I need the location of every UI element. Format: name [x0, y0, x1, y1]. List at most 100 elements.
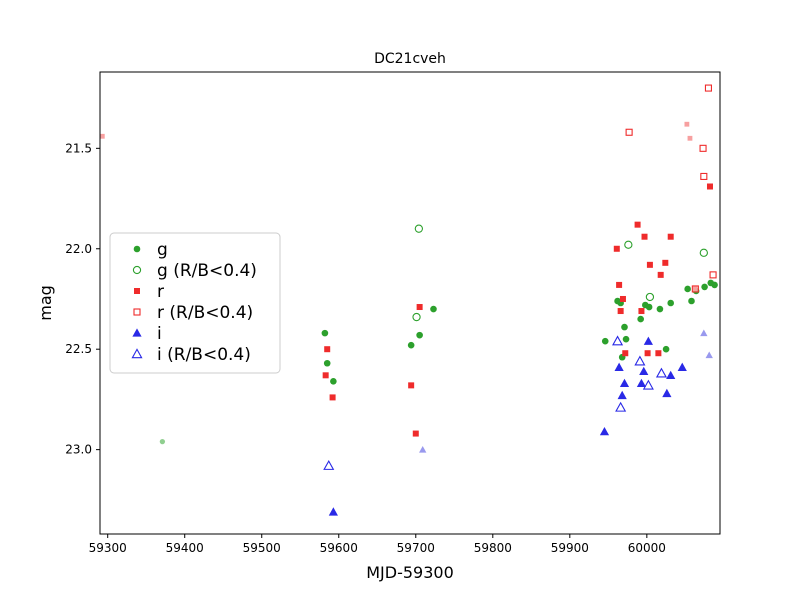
circle-point: [637, 315, 644, 323]
legend-label: r (R/B<0.4): [157, 303, 253, 323]
square-point: [324, 346, 331, 353]
circle-series-1: [412, 224, 708, 322]
legend-box: [109, 232, 281, 374]
square-point: [655, 350, 662, 357]
circle-point: [645, 303, 653, 311]
triangle-point: [612, 335, 624, 346]
square-point: [644, 350, 651, 357]
square-point: [691, 285, 699, 293]
legend-marker: [132, 265, 142, 275]
square-point: [662, 259, 669, 266]
x-tick-label: 59700: [397, 541, 435, 555]
circle-point: [711, 281, 718, 289]
square-point: [408, 382, 415, 389]
square-point: [613, 245, 620, 252]
triangle-point: [617, 390, 627, 400]
triangle-point: [666, 370, 676, 379]
faded-square-point: [692, 286, 698, 292]
square-point: [619, 295, 626, 302]
square-point: [699, 144, 707, 152]
circle-point: [667, 299, 675, 307]
legend: gg (R/B<0.4)rr (R/B<0.4)ii (R/B<0.4): [109, 232, 281, 374]
faded-square-point: [684, 121, 690, 127]
faded-square-series-7: [99, 121, 698, 292]
y-axis: 21.5 22.0 22.5 23.0: [65, 141, 100, 457]
triangle-point: [677, 362, 687, 371]
x-axis-label: MJD-59300: [366, 563, 454, 582]
circle-point: [656, 305, 664, 313]
circle-point: [622, 335, 630, 343]
square-point: [622, 350, 629, 357]
square-point: [704, 84, 712, 92]
triangle-point: [599, 426, 610, 436]
circle-point: [699, 248, 708, 257]
triangle-point: [634, 355, 646, 366]
square-point: [416, 304, 423, 311]
legend-label: g (R/B<0.4): [157, 261, 257, 281]
square-point: [646, 261, 653, 268]
circle-point: [621, 323, 628, 331]
triangle-point: [662, 388, 672, 398]
square-point: [412, 430, 419, 437]
faded-square-point: [99, 133, 105, 139]
y-axis-label: mag: [36, 285, 55, 321]
circle-point: [688, 297, 695, 305]
legend-label: g: [157, 240, 168, 260]
square-point: [706, 183, 713, 190]
x-tick-label: 59900: [551, 541, 589, 555]
circle-point: [430, 305, 437, 313]
square-point: [709, 271, 717, 279]
square-point: [322, 372, 329, 379]
circle-point: [330, 378, 337, 385]
circle-point: [414, 224, 424, 233]
faded-triangle-point: [705, 351, 713, 359]
circle-point: [684, 285, 691, 293]
square-series-3: [625, 84, 717, 293]
square-point: [667, 233, 674, 240]
square-point: [616, 281, 623, 288]
axes-frame: [99, 71, 721, 535]
x-tick-label: 60000: [628, 541, 666, 555]
circle-point: [407, 341, 415, 349]
legend-marker: [131, 348, 143, 359]
legend-marker: [132, 328, 142, 337]
x-tick-label: 59300: [89, 541, 127, 555]
x-tick-label: 59500: [243, 541, 281, 555]
triangle-point: [323, 459, 335, 470]
square-point: [638, 308, 645, 315]
square-point: [657, 271, 664, 278]
chart-title: DC21cveh: [374, 51, 446, 67]
plot-area: [99, 84, 718, 516]
legend-label: i: [157, 324, 162, 344]
square-point: [641, 233, 648, 240]
faded-circle-point: [159, 438, 166, 445]
circle-point: [323, 359, 331, 367]
y-tick-label: 22.0: [65, 242, 92, 256]
faded-triangle-point: [419, 445, 427, 453]
x-tick-label: 59600: [320, 541, 358, 555]
triangle-point: [636, 378, 647, 388]
circle-point: [701, 283, 708, 291]
circle-point: [412, 312, 421, 322]
legend-label: r: [157, 282, 164, 302]
legend-marker: [133, 308, 141, 316]
triangle-point: [328, 507, 338, 516]
legend-marker: [133, 245, 141, 253]
y-tick-label: 23.0: [65, 443, 92, 457]
square-point: [634, 221, 641, 228]
circle-point: [416, 331, 423, 339]
x-axis: 59300 59400 59500 59600 59700 59800 59900 60000: [89, 534, 666, 555]
circle-point: [645, 292, 655, 302]
triangle-point: [639, 366, 649, 375]
triangle-series-4: [328, 336, 687, 516]
triangle-point: [643, 336, 653, 345]
triangle-point: [615, 401, 627, 412]
square-point: [329, 394, 336, 401]
y-tick-label: 21.5: [65, 141, 92, 155]
y-tick-label: 22.5: [65, 342, 92, 356]
triangle-point: [655, 367, 668, 378]
faded-square-point: [687, 135, 693, 141]
circle-series-0: [321, 279, 718, 385]
circle-point: [601, 337, 609, 345]
